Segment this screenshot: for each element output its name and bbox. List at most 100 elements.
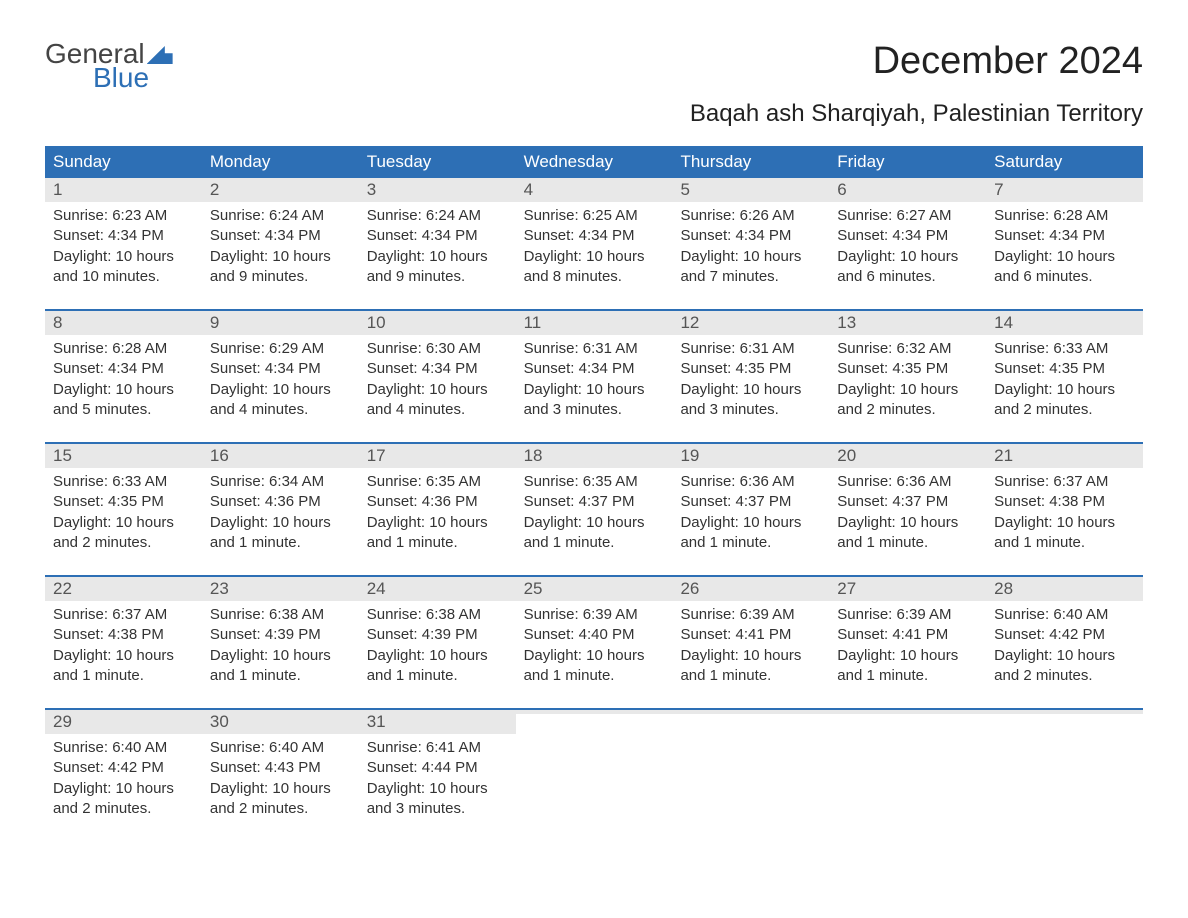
sunrise-text: Sunrise: 6:35 AM [367, 472, 508, 492]
day-number: 7 [986, 178, 1143, 202]
dl1-text: Daylight: 10 hours [367, 247, 508, 267]
dl2-text: and 2 minutes. [53, 533, 194, 553]
day-details: Sunrise: 6:33 AMSunset: 4:35 PMDaylight:… [45, 468, 202, 557]
calendar-cell: 7Sunrise: 6:28 AMSunset: 4:34 PMDaylight… [986, 178, 1143, 291]
day-details: Sunrise: 6:30 AMSunset: 4:34 PMDaylight:… [359, 335, 516, 424]
sunset-text: Sunset: 4:34 PM [680, 226, 821, 246]
dl1-text: Daylight: 10 hours [680, 247, 821, 267]
sunrise-text: Sunrise: 6:27 AM [837, 206, 978, 226]
day-details: Sunrise: 6:28 AMSunset: 4:34 PMDaylight:… [45, 335, 202, 424]
day-details: Sunrise: 6:37 AMSunset: 4:38 PMDaylight:… [45, 601, 202, 690]
dl1-text: Daylight: 10 hours [837, 513, 978, 533]
dl2-text: and 1 minute. [210, 666, 351, 686]
sunrise-text: Sunrise: 6:41 AM [367, 738, 508, 758]
calendar-cell: 3Sunrise: 6:24 AMSunset: 4:34 PMDaylight… [359, 178, 516, 291]
sunset-text: Sunset: 4:38 PM [53, 625, 194, 645]
day-details: Sunrise: 6:34 AMSunset: 4:36 PMDaylight:… [202, 468, 359, 557]
dl1-text: Daylight: 10 hours [680, 380, 821, 400]
day-details: Sunrise: 6:25 AMSunset: 4:34 PMDaylight:… [516, 202, 673, 291]
day-number: 14 [986, 311, 1143, 335]
sunset-text: Sunset: 4:37 PM [837, 492, 978, 512]
dl2-text: and 1 minute. [367, 533, 508, 553]
calendar-cell [516, 710, 673, 823]
sunset-text: Sunset: 4:34 PM [53, 359, 194, 379]
day-number: 9 [202, 311, 359, 335]
dl2-text: and 1 minute. [53, 666, 194, 686]
day-number: 1 [45, 178, 202, 202]
dl2-text: and 8 minutes. [524, 267, 665, 287]
day-number: 30 [202, 710, 359, 734]
calendar-cell: 5Sunrise: 6:26 AMSunset: 4:34 PMDaylight… [672, 178, 829, 291]
calendar-cell: 22Sunrise: 6:37 AMSunset: 4:38 PMDayligh… [45, 577, 202, 690]
day-number: 12 [672, 311, 829, 335]
sunrise-text: Sunrise: 6:25 AM [524, 206, 665, 226]
dl2-text: and 1 minute. [367, 666, 508, 686]
dl2-text: and 2 minutes. [53, 799, 194, 819]
day-number: 28 [986, 577, 1143, 601]
dl2-text: and 3 minutes. [680, 400, 821, 420]
day-number: 18 [516, 444, 673, 468]
dl1-text: Daylight: 10 hours [210, 646, 351, 666]
sunset-text: Sunset: 4:38 PM [994, 492, 1135, 512]
day-number: 29 [45, 710, 202, 734]
sunrise-text: Sunrise: 6:32 AM [837, 339, 978, 359]
day-details: Sunrise: 6:39 AMSunset: 4:41 PMDaylight:… [829, 601, 986, 690]
day-details: Sunrise: 6:37 AMSunset: 4:38 PMDaylight:… [986, 468, 1143, 557]
calendar-cell: 2Sunrise: 6:24 AMSunset: 4:34 PMDaylight… [202, 178, 359, 291]
sunset-text: Sunset: 4:34 PM [367, 359, 508, 379]
calendar-cell: 8Sunrise: 6:28 AMSunset: 4:34 PMDaylight… [45, 311, 202, 424]
sunrise-text: Sunrise: 6:28 AM [53, 339, 194, 359]
dl2-text: and 9 minutes. [367, 267, 508, 287]
sunrise-text: Sunrise: 6:28 AM [994, 206, 1135, 226]
sunrise-text: Sunrise: 6:24 AM [210, 206, 351, 226]
day-details: Sunrise: 6:23 AMSunset: 4:34 PMDaylight:… [45, 202, 202, 291]
weekday-header: Monday [202, 146, 359, 178]
sunset-text: Sunset: 4:39 PM [367, 625, 508, 645]
day-number: 13 [829, 311, 986, 335]
page-title: December 2024 [873, 40, 1143, 83]
calendar-cell: 25Sunrise: 6:39 AMSunset: 4:40 PMDayligh… [516, 577, 673, 690]
calendar-cell: 27Sunrise: 6:39 AMSunset: 4:41 PMDayligh… [829, 577, 986, 690]
dl2-text: and 2 minutes. [837, 400, 978, 420]
dl1-text: Daylight: 10 hours [524, 646, 665, 666]
dl1-text: Daylight: 10 hours [837, 247, 978, 267]
header: General Blue December 2024 [45, 40, 1143, 92]
dl1-text: Daylight: 10 hours [210, 513, 351, 533]
sunset-text: Sunset: 4:42 PM [994, 625, 1135, 645]
calendar-cell: 30Sunrise: 6:40 AMSunset: 4:43 PMDayligh… [202, 710, 359, 823]
day-details: Sunrise: 6:31 AMSunset: 4:34 PMDaylight:… [516, 335, 673, 424]
sunrise-text: Sunrise: 6:30 AM [367, 339, 508, 359]
sunrise-text: Sunrise: 6:35 AM [524, 472, 665, 492]
sunset-text: Sunset: 4:35 PM [994, 359, 1135, 379]
sunrise-text: Sunrise: 6:38 AM [367, 605, 508, 625]
calendar-cell [672, 710, 829, 823]
calendar-week: 8Sunrise: 6:28 AMSunset: 4:34 PMDaylight… [45, 309, 1143, 424]
dl1-text: Daylight: 10 hours [367, 380, 508, 400]
day-details [986, 714, 1143, 722]
dl2-text: and 1 minute. [680, 533, 821, 553]
dl1-text: Daylight: 10 hours [524, 247, 665, 267]
day-details: Sunrise: 6:39 AMSunset: 4:41 PMDaylight:… [672, 601, 829, 690]
day-details: Sunrise: 6:40 AMSunset: 4:42 PMDaylight:… [45, 734, 202, 823]
day-number: 6 [829, 178, 986, 202]
sunset-text: Sunset: 4:36 PM [210, 492, 351, 512]
day-number: 22 [45, 577, 202, 601]
dl1-text: Daylight: 10 hours [837, 646, 978, 666]
day-details: Sunrise: 6:40 AMSunset: 4:43 PMDaylight:… [202, 734, 359, 823]
weekday-header: Tuesday [359, 146, 516, 178]
dl1-text: Daylight: 10 hours [53, 247, 194, 267]
day-details: Sunrise: 6:35 AMSunset: 4:37 PMDaylight:… [516, 468, 673, 557]
calendar-cell: 14Sunrise: 6:33 AMSunset: 4:35 PMDayligh… [986, 311, 1143, 424]
calendar-cell: 20Sunrise: 6:36 AMSunset: 4:37 PMDayligh… [829, 444, 986, 557]
day-details: Sunrise: 6:26 AMSunset: 4:34 PMDaylight:… [672, 202, 829, 291]
calendar-cell: 28Sunrise: 6:40 AMSunset: 4:42 PMDayligh… [986, 577, 1143, 690]
dl2-text: and 2 minutes. [994, 400, 1135, 420]
calendar-cell: 1Sunrise: 6:23 AMSunset: 4:34 PMDaylight… [45, 178, 202, 291]
calendar-cell: 29Sunrise: 6:40 AMSunset: 4:42 PMDayligh… [45, 710, 202, 823]
sunset-text: Sunset: 4:37 PM [680, 492, 821, 512]
day-details: Sunrise: 6:24 AMSunset: 4:34 PMDaylight:… [202, 202, 359, 291]
calendar-cell: 21Sunrise: 6:37 AMSunset: 4:38 PMDayligh… [986, 444, 1143, 557]
calendar-cell: 18Sunrise: 6:35 AMSunset: 4:37 PMDayligh… [516, 444, 673, 557]
day-number: 20 [829, 444, 986, 468]
dl1-text: Daylight: 10 hours [210, 779, 351, 799]
